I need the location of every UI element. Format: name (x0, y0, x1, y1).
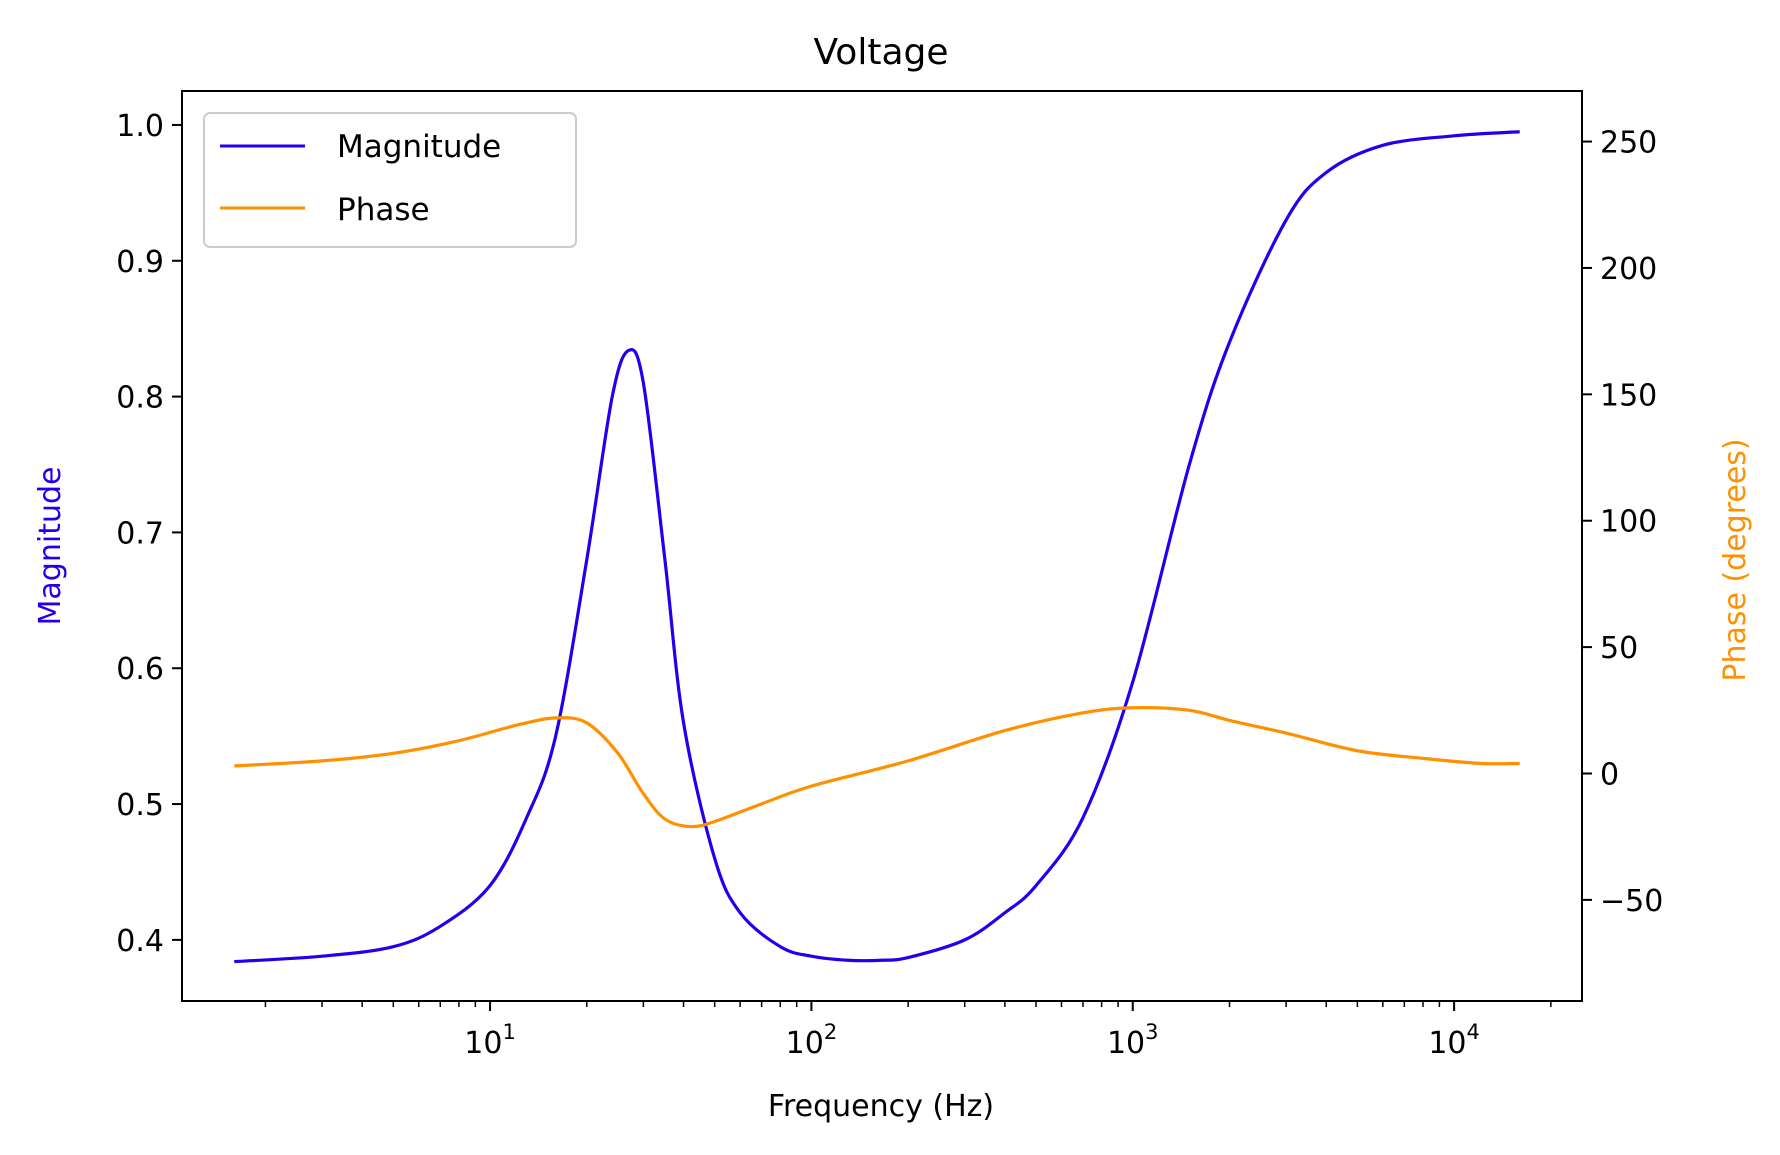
chart-title: Voltage (813, 32, 948, 73)
y-axis-right: −50 0 50 100 150 200 250 (1582, 126, 1663, 919)
plot-frame (181, 90, 1583, 1002)
series-layer (234, 130, 1520, 964)
y-left-tick-label: 0.5 (116, 788, 164, 823)
y-right-tick-label: 100 (1600, 505, 1657, 540)
y-left-tick-label: 0.4 (116, 924, 164, 959)
x-axis: 101 102 103 104 (264, 1001, 1552, 1061)
series-line-magnitude (234, 130, 1520, 964)
y-left-tick-label: 0.7 (116, 516, 164, 551)
legend: Magnitude Phase (203, 112, 577, 248)
y-right-tick-label: 150 (1600, 378, 1657, 413)
x-axis-label: Frequency (Hz) (768, 1089, 994, 1124)
series-line-phase (234, 706, 1520, 829)
y-axis-left-label: Magnitude (33, 467, 68, 626)
y-left-tick-label: 0.9 (116, 245, 164, 280)
y-right-tick-label: 0 (1600, 758, 1619, 793)
x-tick-label: 101 (464, 1020, 516, 1061)
y-left-tick-label: 0.8 (116, 381, 164, 416)
x-tick-label: 103 (1107, 1020, 1159, 1061)
y-axis-right-label: Phase (degrees) (1718, 438, 1753, 681)
x-tick-label: 104 (1428, 1020, 1480, 1061)
y-left-tick-label: 0.6 (116, 652, 164, 687)
y-right-tick-label: 50 (1600, 631, 1638, 666)
y-right-tick-label: 200 (1600, 252, 1657, 287)
legend-magnitude-label: Magnitude (337, 129, 501, 165)
y-axis-left: 0.4 0.5 0.6 0.7 0.8 0.9 1.0 (116, 109, 182, 959)
legend-phase-label: Phase (337, 192, 430, 228)
y-right-tick-label: −50 (1600, 884, 1663, 919)
x-tick-label: 102 (786, 1020, 838, 1061)
y-left-tick-label: 1.0 (116, 109, 164, 144)
y-right-tick-label: 250 (1600, 126, 1657, 161)
